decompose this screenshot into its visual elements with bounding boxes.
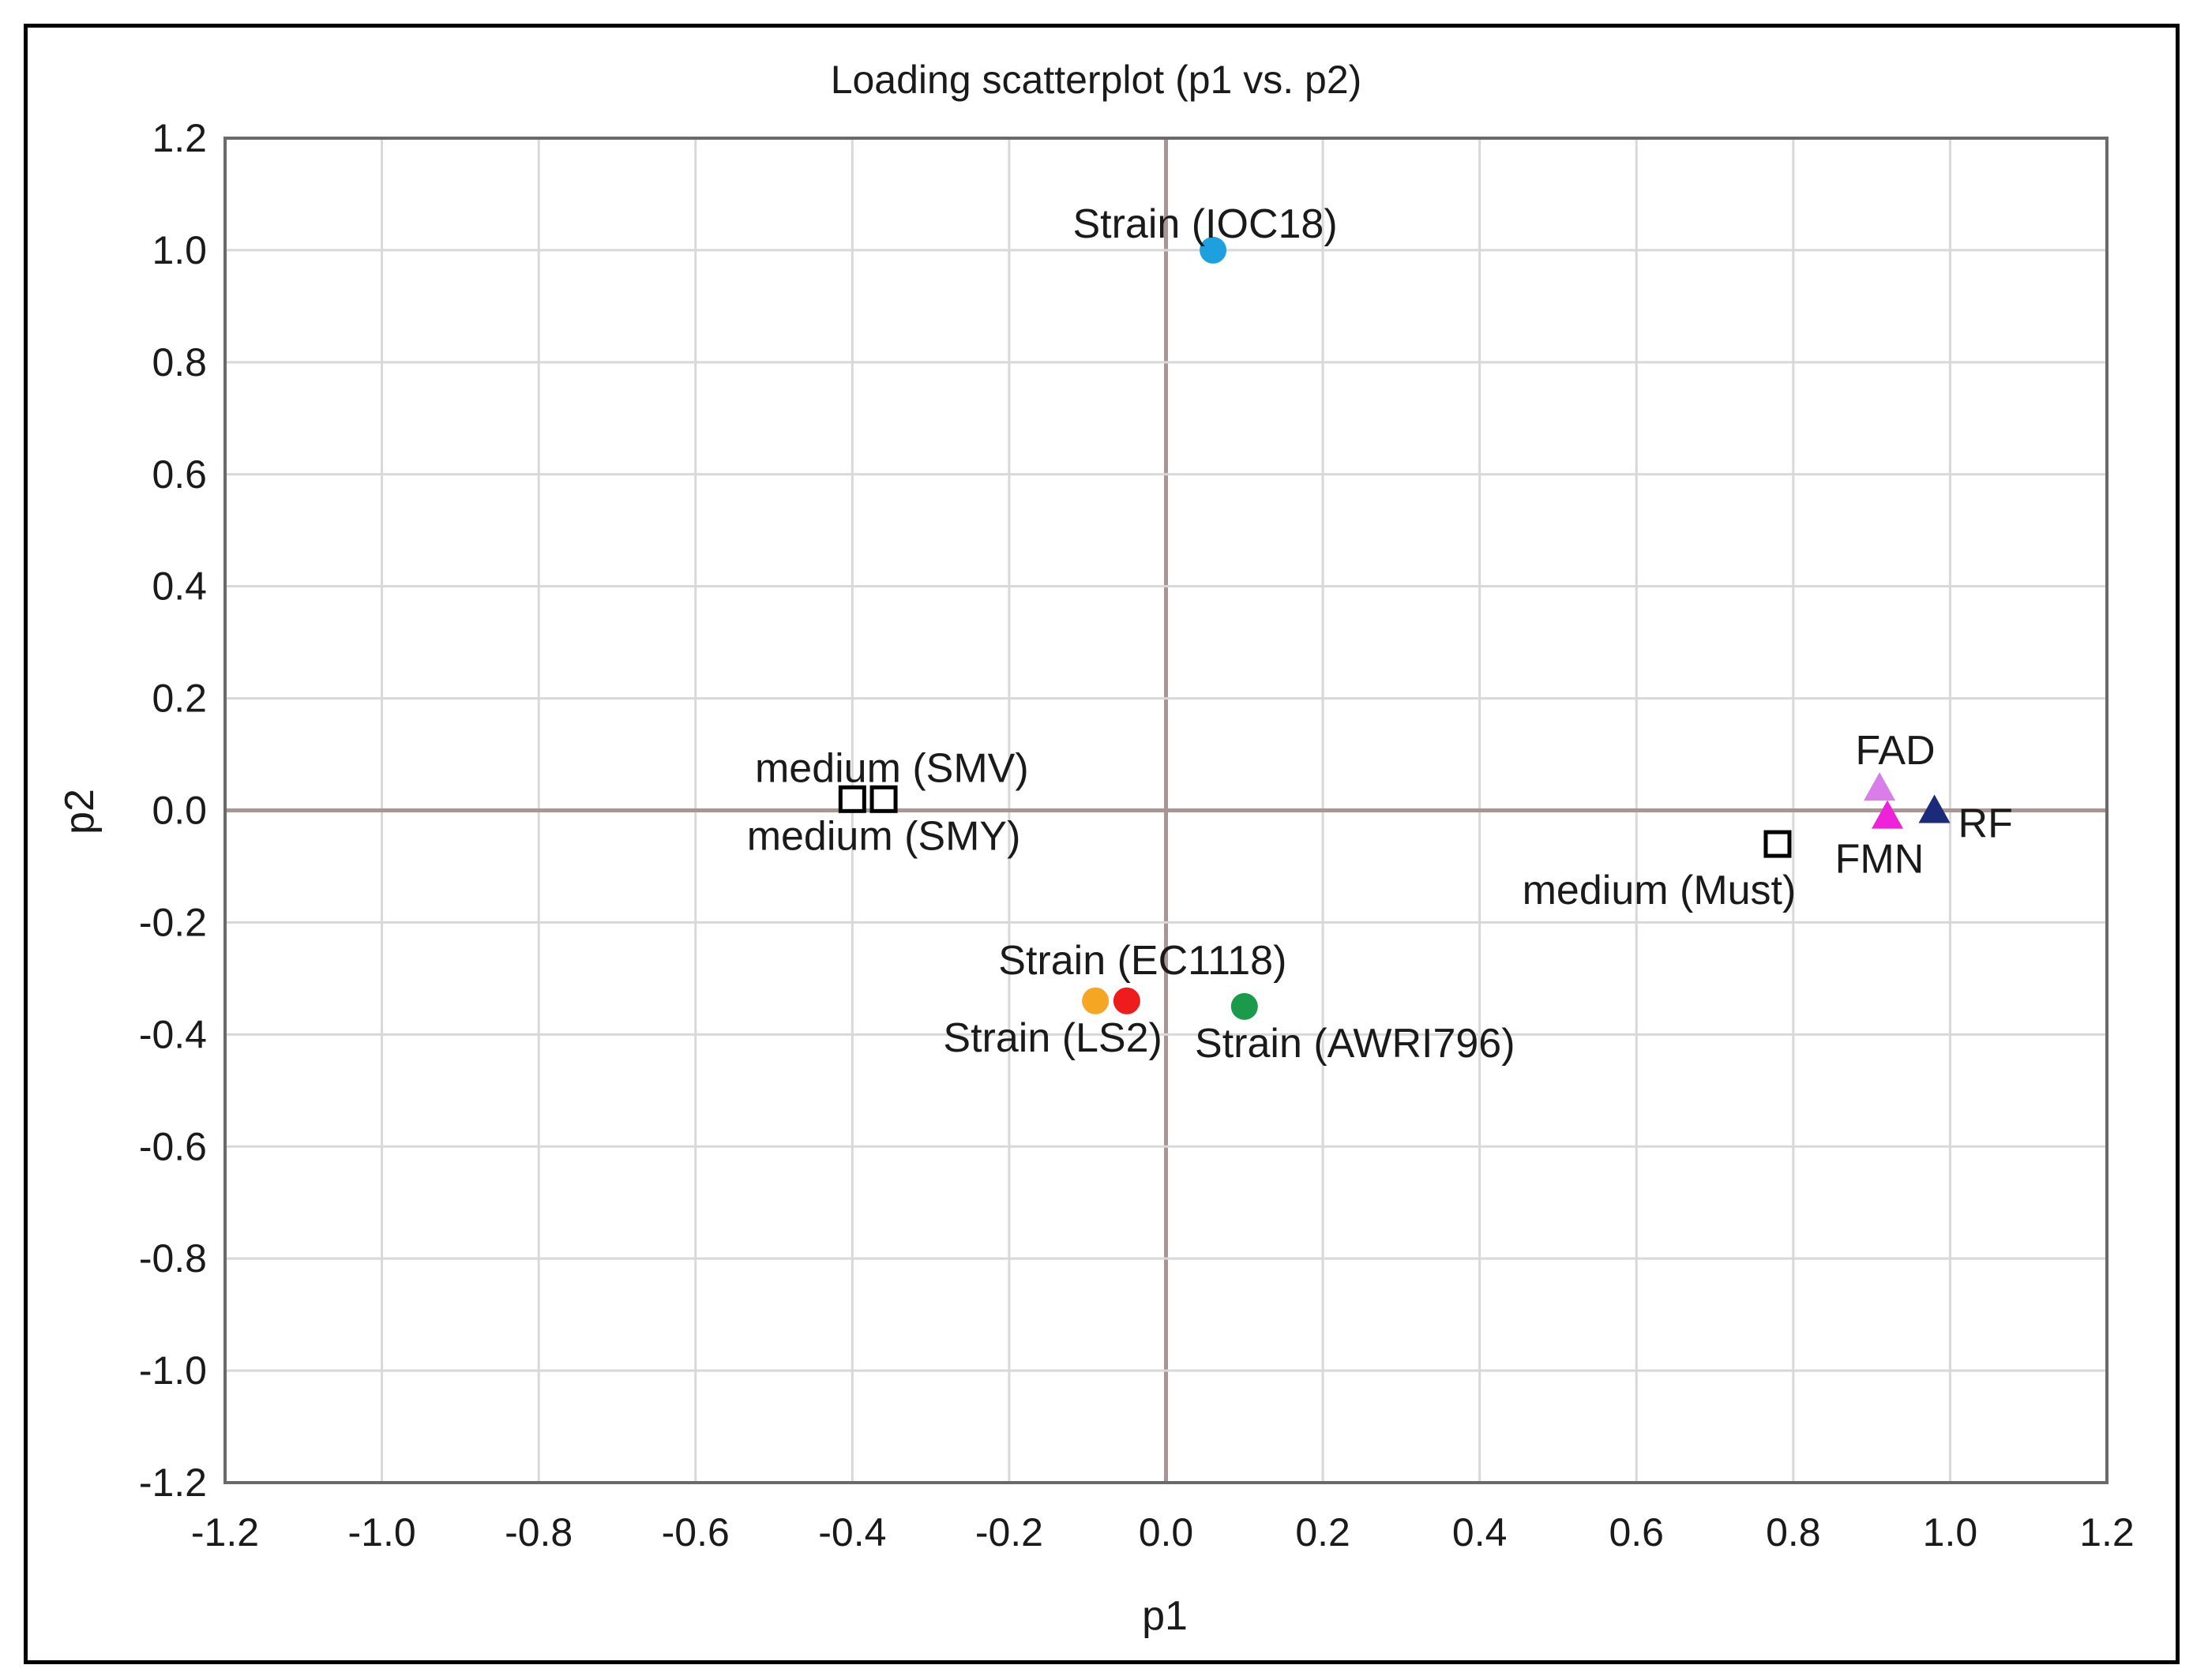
plot-area-border [223, 137, 2109, 1484]
point-medium-smy-marker [869, 785, 898, 813]
x-tick-label: 0.8 [1766, 1510, 1821, 1554]
x-tick-label: -1.0 [347, 1510, 415, 1554]
point-strain-awri796-label: Strain (AWRI796) [1195, 1021, 1515, 1067]
x-tick-label: 0.4 [1452, 1510, 1508, 1554]
y-tick-label: -0.6 [139, 1124, 207, 1168]
x-tick-label: -0.6 [662, 1510, 730, 1554]
x-tick-label: -0.4 [818, 1510, 886, 1554]
y-tick-label: 1.0 [152, 228, 207, 272]
x-axis-label: p1 [1142, 1593, 1188, 1639]
point-rf-label: RF [1958, 801, 2013, 847]
point-medium-must-label: medium (Must) [1523, 868, 1797, 913]
y-axis-label: p2 [57, 789, 103, 834]
y-tick-label: -1.2 [139, 1461, 207, 1505]
x-tick-label: 1.0 [1923, 1510, 1978, 1554]
point-strain-ls2-label: Strain (LS2) [943, 1015, 1162, 1061]
point-rf-marker [1918, 794, 1951, 823]
point-strain-ioc18-label: Strain (IOC18) [1072, 201, 1337, 247]
point-fad-label: FAD [1855, 728, 1935, 774]
x-tick-label: -1.2 [191, 1510, 259, 1554]
x-tick-label: 1.2 [2079, 1510, 2135, 1554]
y-tick-label: 0.0 [152, 789, 207, 833]
point-fmn-label: FMN [1835, 837, 1925, 883]
point-fad-marker [1864, 772, 1896, 801]
y-tick-label: -0.4 [139, 1012, 207, 1056]
y-tick-label: -1.0 [139, 1348, 207, 1393]
x-tick-label: -0.2 [975, 1510, 1043, 1554]
point-strain-ls2-marker [1082, 987, 1110, 1014]
point-medium-smy-label: medium (SMY) [747, 813, 1021, 859]
y-tick-label: 0.2 [152, 677, 207, 721]
point-strain-awri796-marker [1230, 992, 1258, 1020]
point-strain-ioc18-marker [1200, 236, 1227, 264]
point-strain-ec1118-label: Strain (EC1118) [998, 938, 1286, 984]
point-medium-smv-marker [838, 785, 866, 813]
y-tick-label: 0.6 [152, 452, 207, 497]
point-fmn-marker [1871, 800, 1903, 829]
y-tick-label: -0.2 [139, 900, 207, 944]
chart-title: Loading scatterplot (p1 vs. p2) [831, 58, 1362, 102]
y-tick-label: 1.2 [152, 116, 207, 160]
x-tick-label: 0.0 [1139, 1510, 1194, 1554]
point-medium-must-marker [1763, 830, 1792, 858]
point-medium-smv-label: medium (SMV) [755, 745, 1029, 791]
x-tick-label: 0.2 [1295, 1510, 1350, 1554]
y-tick-label: 0.4 [152, 564, 207, 609]
point-strain-ec1118-marker [1113, 987, 1140, 1014]
x-tick-label: 0.6 [1609, 1510, 1664, 1554]
y-tick-label: -0.8 [139, 1236, 207, 1281]
y-tick-label: 0.8 [152, 340, 207, 384]
x-tick-label: -0.8 [505, 1510, 573, 1554]
